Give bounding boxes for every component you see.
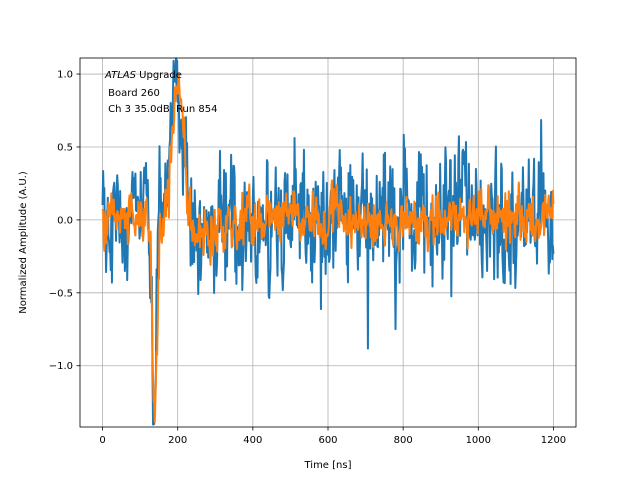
x-tick-label: 200 (168, 435, 187, 446)
y-tick-label: 0.0 (57, 215, 73, 226)
x-tick-label: 1200 (541, 435, 566, 446)
y-tick-label: −1.0 (49, 361, 73, 372)
ticks: 0 200 400 600 800 1000 1200 −1.0 −0.5 0.0 0.5 1.0 (49, 70, 566, 446)
x-axis-label: Time [ns] (303, 460, 351, 471)
annotation-line-1: ATLAS Upgrade (104, 70, 182, 81)
y-tick-label: −0.5 (49, 288, 73, 299)
y-tick-label: 0.5 (57, 142, 73, 153)
annotation-line-3: Ch 3 35.0dB Run 854 (105, 104, 218, 115)
annotation-atlas: ATLAS (104, 70, 137, 81)
x-tick-label: 600 (318, 435, 337, 446)
x-tick-label: 1000 (466, 435, 491, 446)
x-tick-label: 800 (394, 435, 413, 446)
x-tick-label: 400 (243, 435, 262, 446)
series-layer (101, 57, 555, 426)
x-tick-label: 0 (99, 435, 105, 446)
annotation-line-2: Board 260 (105, 88, 160, 99)
series-line-orange (101, 73, 555, 423)
annotation-upgrade: Upgrade (136, 70, 182, 81)
y-tick-label: 1.0 (57, 70, 73, 81)
y-axis-label: Normalized Amplitude (A.U.) (18, 171, 29, 314)
